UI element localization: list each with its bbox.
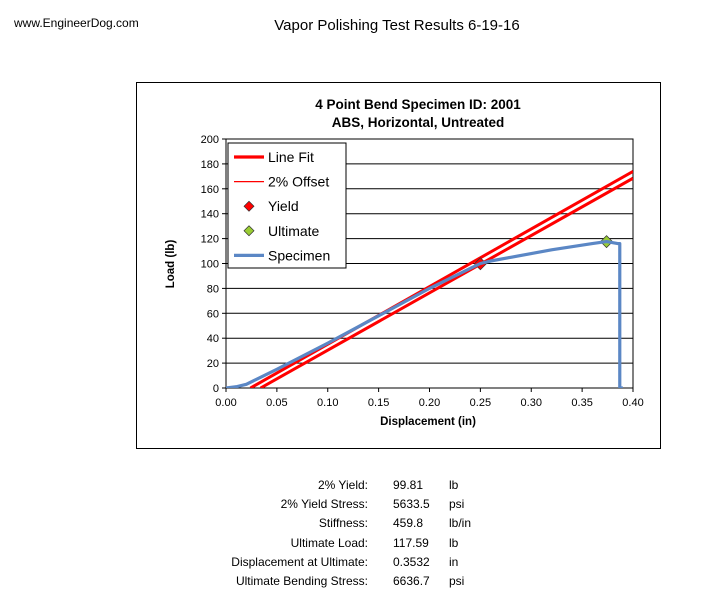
2-offset-line bbox=[259, 176, 633, 388]
series-layer bbox=[226, 170, 633, 388]
legend-label-2-offset: 2% Offset bbox=[268, 174, 329, 190]
result-unit: lb/in bbox=[449, 516, 472, 531]
result-row: Ultimate Load: 117.59 lb bbox=[0, 534, 726, 553]
result-label: Ultimate Bending Stress: bbox=[235, 573, 368, 588]
result-value: 6636.7 bbox=[393, 573, 430, 588]
legend-swatch-ultimate bbox=[243, 225, 255, 237]
report-title-text: Vapor Polishing Test Results 6-19-16 bbox=[274, 17, 520, 34]
x-tick-label: 0.40 bbox=[622, 397, 643, 409]
result-row: 2% Yield: 99.81 lb bbox=[0, 476, 726, 495]
result-unit: lb bbox=[449, 535, 459, 550]
legend-label-ultimate: Ultimate bbox=[268, 223, 320, 239]
result-row: Ultimate Bending Stress: 6636.7 psi bbox=[0, 572, 726, 591]
x-tick-label: 0.30 bbox=[521, 397, 542, 409]
y-tick-label: 80 bbox=[207, 283, 219, 295]
y-tick-label: 100 bbox=[201, 259, 219, 271]
result-unit: psi bbox=[449, 573, 465, 588]
result-unit: lb bbox=[449, 478, 459, 492]
legend-label-yield: Yield bbox=[268, 198, 299, 214]
result-label: Ultimate Load: bbox=[290, 535, 368, 550]
result-label: Displacement at Ultimate: bbox=[231, 554, 368, 569]
site-label[interactable]: www.EngineerDog.com bbox=[14, 16, 139, 30]
y-tick-label: 60 bbox=[207, 308, 219, 320]
legend: Line Fit 2% Offset Yield Ultimate Specimen bbox=[227, 142, 347, 269]
result-row: Stiffness: 459.8 lb/in bbox=[0, 514, 726, 533]
chart-title-line-2: ABS, Horizontal, Untreated bbox=[332, 115, 505, 130]
result-unit: in bbox=[449, 554, 459, 569]
y-tick-label: 20 bbox=[207, 358, 219, 370]
result-value: 5633.5 bbox=[393, 497, 430, 512]
y-tick-label: 0 bbox=[213, 383, 219, 395]
x-tick-label: 0.15 bbox=[368, 397, 389, 409]
y-tick-label: 120 bbox=[201, 234, 219, 246]
y-tick-label: 40 bbox=[207, 333, 219, 345]
ticks: 0 20 40 60 80 100 120 140 160 180 200 0.00 0.05 0.10 0… bbox=[201, 134, 644, 409]
legend-label-line-fit: Line Fit bbox=[268, 149, 314, 165]
result-unit: psi bbox=[449, 497, 465, 512]
chart: 4 Point Bend Specimen ID: 2001 ABS, Hori… bbox=[165, 97, 644, 428]
result-row: 2% Yield Stress: 5633.5 psi bbox=[0, 495, 726, 514]
legend-label-specimen: Specimen bbox=[268, 247, 330, 263]
result-row: Displacement at Ultimate: 0.3532 in bbox=[0, 553, 726, 572]
y-tick-label: 160 bbox=[201, 184, 219, 196]
result-value: 0.3532 bbox=[393, 554, 430, 569]
y-tick-label: 180 bbox=[201, 159, 219, 171]
result-value: 99.81 bbox=[393, 478, 424, 492]
x-tick-label: 0.35 bbox=[571, 397, 592, 409]
report-title: Vapor Polishing Test Results 6-19-16 bbox=[0, 17, 726, 34]
x-tick-label: 0.10 bbox=[317, 397, 338, 409]
x-tick-label: 0.25 bbox=[470, 397, 491, 409]
results-table: 2% Yield: 99.81 lb 2% Yield Stress: 5633.5 ps… bbox=[0, 476, 726, 591]
chart-title-line-1: 4 Point Bend Specimen ID: 2001 bbox=[315, 97, 521, 112]
chart-frame: 4 Point Bend Specimen ID: 2001 ABS, Hori… bbox=[136, 82, 661, 449]
result-value: 459.8 bbox=[393, 516, 424, 531]
result-label: Stiffness: bbox=[318, 516, 368, 531]
y-tick-label: 140 bbox=[201, 209, 219, 221]
y-axis-label: Load (lb) bbox=[165, 240, 177, 289]
result-label: 2% Yield Stress: bbox=[280, 497, 368, 512]
x-tick-label: 0.05 bbox=[266, 397, 287, 409]
result-label: 2% Yield: bbox=[317, 478, 368, 492]
x-tick-label: 0.00 bbox=[215, 397, 236, 409]
x-tick-label: 0.20 bbox=[419, 397, 440, 409]
x-axis-label: Displacement (in) bbox=[380, 416, 476, 428]
y-tick-label: 200 bbox=[201, 134, 219, 146]
result-value: 117.59 bbox=[393, 535, 429, 550]
specimen-line bbox=[226, 240, 623, 388]
legend-swatch-yield bbox=[243, 200, 255, 212]
